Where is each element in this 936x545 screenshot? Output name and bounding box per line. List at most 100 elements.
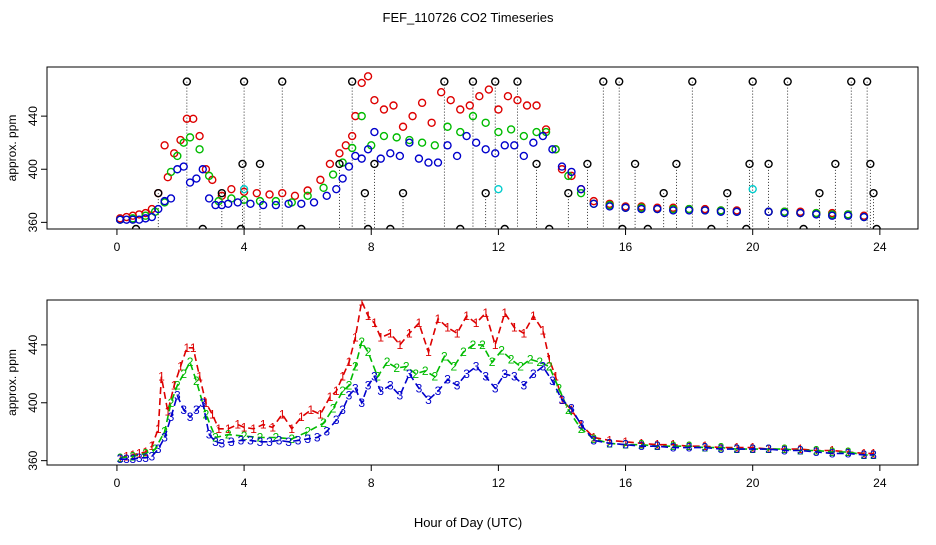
top-point-series2 (179, 138, 188, 147)
series-marker-1: 1 (339, 370, 346, 384)
series-marker-2: 2 (193, 374, 200, 388)
top-point-other (748, 77, 757, 86)
top-point-series1 (417, 98, 427, 108)
series-marker-1: 1 (482, 306, 489, 320)
series-marker-2: 2 (412, 367, 419, 381)
series-marker-1: 1 (387, 326, 394, 340)
series-marker-1: 1 (333, 384, 340, 398)
series-marker-2: 2 (422, 364, 429, 378)
series-marker-1: 1 (158, 370, 165, 384)
top-point-other (491, 77, 500, 86)
top-point-series3 (297, 199, 306, 208)
top-point-series3 (567, 167, 576, 177)
bottom-plot-frame (46, 299, 919, 466)
top-point-series1 (252, 188, 262, 198)
top-x-tick-label: 4 (241, 240, 248, 254)
series-marker-2: 2 (393, 361, 400, 375)
top-point-series1 (557, 165, 567, 174)
top-point-other (468, 77, 478, 86)
series-marker-3: 3 (352, 381, 359, 395)
top-point-series3 (538, 131, 548, 141)
series-marker-3: 3 (247, 433, 254, 447)
top-point-other (688, 77, 697, 86)
series-marker-1: 1 (416, 316, 423, 330)
series-marker-1: 1 (279, 407, 286, 421)
top-point-series2 (506, 125, 516, 134)
top-point-series3 (548, 145, 557, 154)
top-point-other (862, 77, 872, 86)
series-marker-3: 3 (199, 396, 206, 410)
series-marker-1: 1 (590, 431, 597, 445)
series-marker-3: 3 (129, 452, 136, 466)
series-marker-1: 1 (171, 378, 178, 392)
top-point-other (154, 188, 163, 198)
top-point-other (456, 224, 465, 229)
top-point-other (545, 224, 554, 229)
top-y-tick-label: 400 (26, 159, 40, 179)
series-marker-3: 3 (212, 435, 219, 449)
series-marker-3: 3 (530, 367, 537, 381)
top-point-series1 (446, 95, 455, 105)
series-marker-2: 2 (365, 345, 372, 359)
top-point-series2 (417, 138, 427, 147)
top-point-series3 (258, 200, 268, 210)
top-point-series3 (271, 200, 281, 210)
top-point-other (217, 188, 227, 198)
series-marker-3: 3 (193, 403, 200, 417)
top-point-series3 (414, 154, 424, 163)
top-point-other (297, 224, 306, 229)
top-point-other (599, 77, 608, 86)
top-point-series1 (427, 118, 436, 127)
top-point-other (238, 159, 247, 169)
series-marker-2: 2 (590, 432, 597, 446)
series-marker-3: 3 (257, 435, 264, 449)
series-marker-1: 1 (552, 370, 559, 384)
series-marker-1: 1 (454, 326, 461, 340)
top-point-series1 (408, 111, 417, 121)
series-marker-1: 1 (203, 396, 210, 410)
top-point-series3 (557, 162, 567, 171)
bottom-y-tick-label: 360 (26, 450, 40, 470)
top-point-series3 (376, 154, 385, 163)
series-marker-3: 3 (387, 378, 394, 392)
top-point-series2 (430, 141, 440, 150)
top-point-other (182, 77, 192, 86)
series-marker-1: 1 (501, 306, 508, 320)
top-point-series1 (195, 131, 204, 141)
top-point-series3 (732, 207, 742, 216)
top-point-other (872, 224, 881, 229)
series-marker-3: 3 (638, 439, 645, 453)
series-marker-2: 2 (168, 396, 175, 410)
series-marker-1: 1 (813, 444, 820, 458)
top-point-series3 (309, 198, 319, 207)
series-marker-1: 1 (530, 309, 537, 323)
series-marker-3: 3 (397, 389, 404, 403)
series-marker-2: 2 (384, 355, 391, 369)
top-point-other (866, 159, 875, 169)
top-point-series3 (780, 208, 789, 218)
top-point-series1 (522, 101, 532, 110)
series-marker-1: 1 (702, 439, 709, 453)
top-y-tick-label: 440 (26, 106, 40, 126)
top-point-series3 (589, 199, 598, 208)
series-marker-2: 2 (829, 445, 836, 459)
top-point-series2 (204, 171, 214, 181)
series-marker-3: 3 (136, 451, 143, 465)
series-marker-2: 2 (346, 378, 353, 392)
top-point-other (239, 77, 249, 86)
series-marker-1: 1 (435, 312, 442, 326)
top-x-tick-label: 16 (619, 240, 633, 254)
top-point-cyan (748, 184, 757, 194)
series-marker-2: 2 (845, 445, 852, 459)
series-marker-2: 2 (358, 335, 365, 349)
series-marker-3: 3 (180, 403, 187, 417)
top-point-series2 (494, 127, 503, 137)
top-point-cyan (494, 184, 503, 194)
series-marker-2: 2 (489, 355, 496, 369)
top-point-series1 (325, 159, 335, 169)
series-marker-2: 2 (670, 439, 677, 453)
series-marker-3: 3 (733, 442, 740, 456)
series-marker-3: 3 (568, 402, 575, 416)
